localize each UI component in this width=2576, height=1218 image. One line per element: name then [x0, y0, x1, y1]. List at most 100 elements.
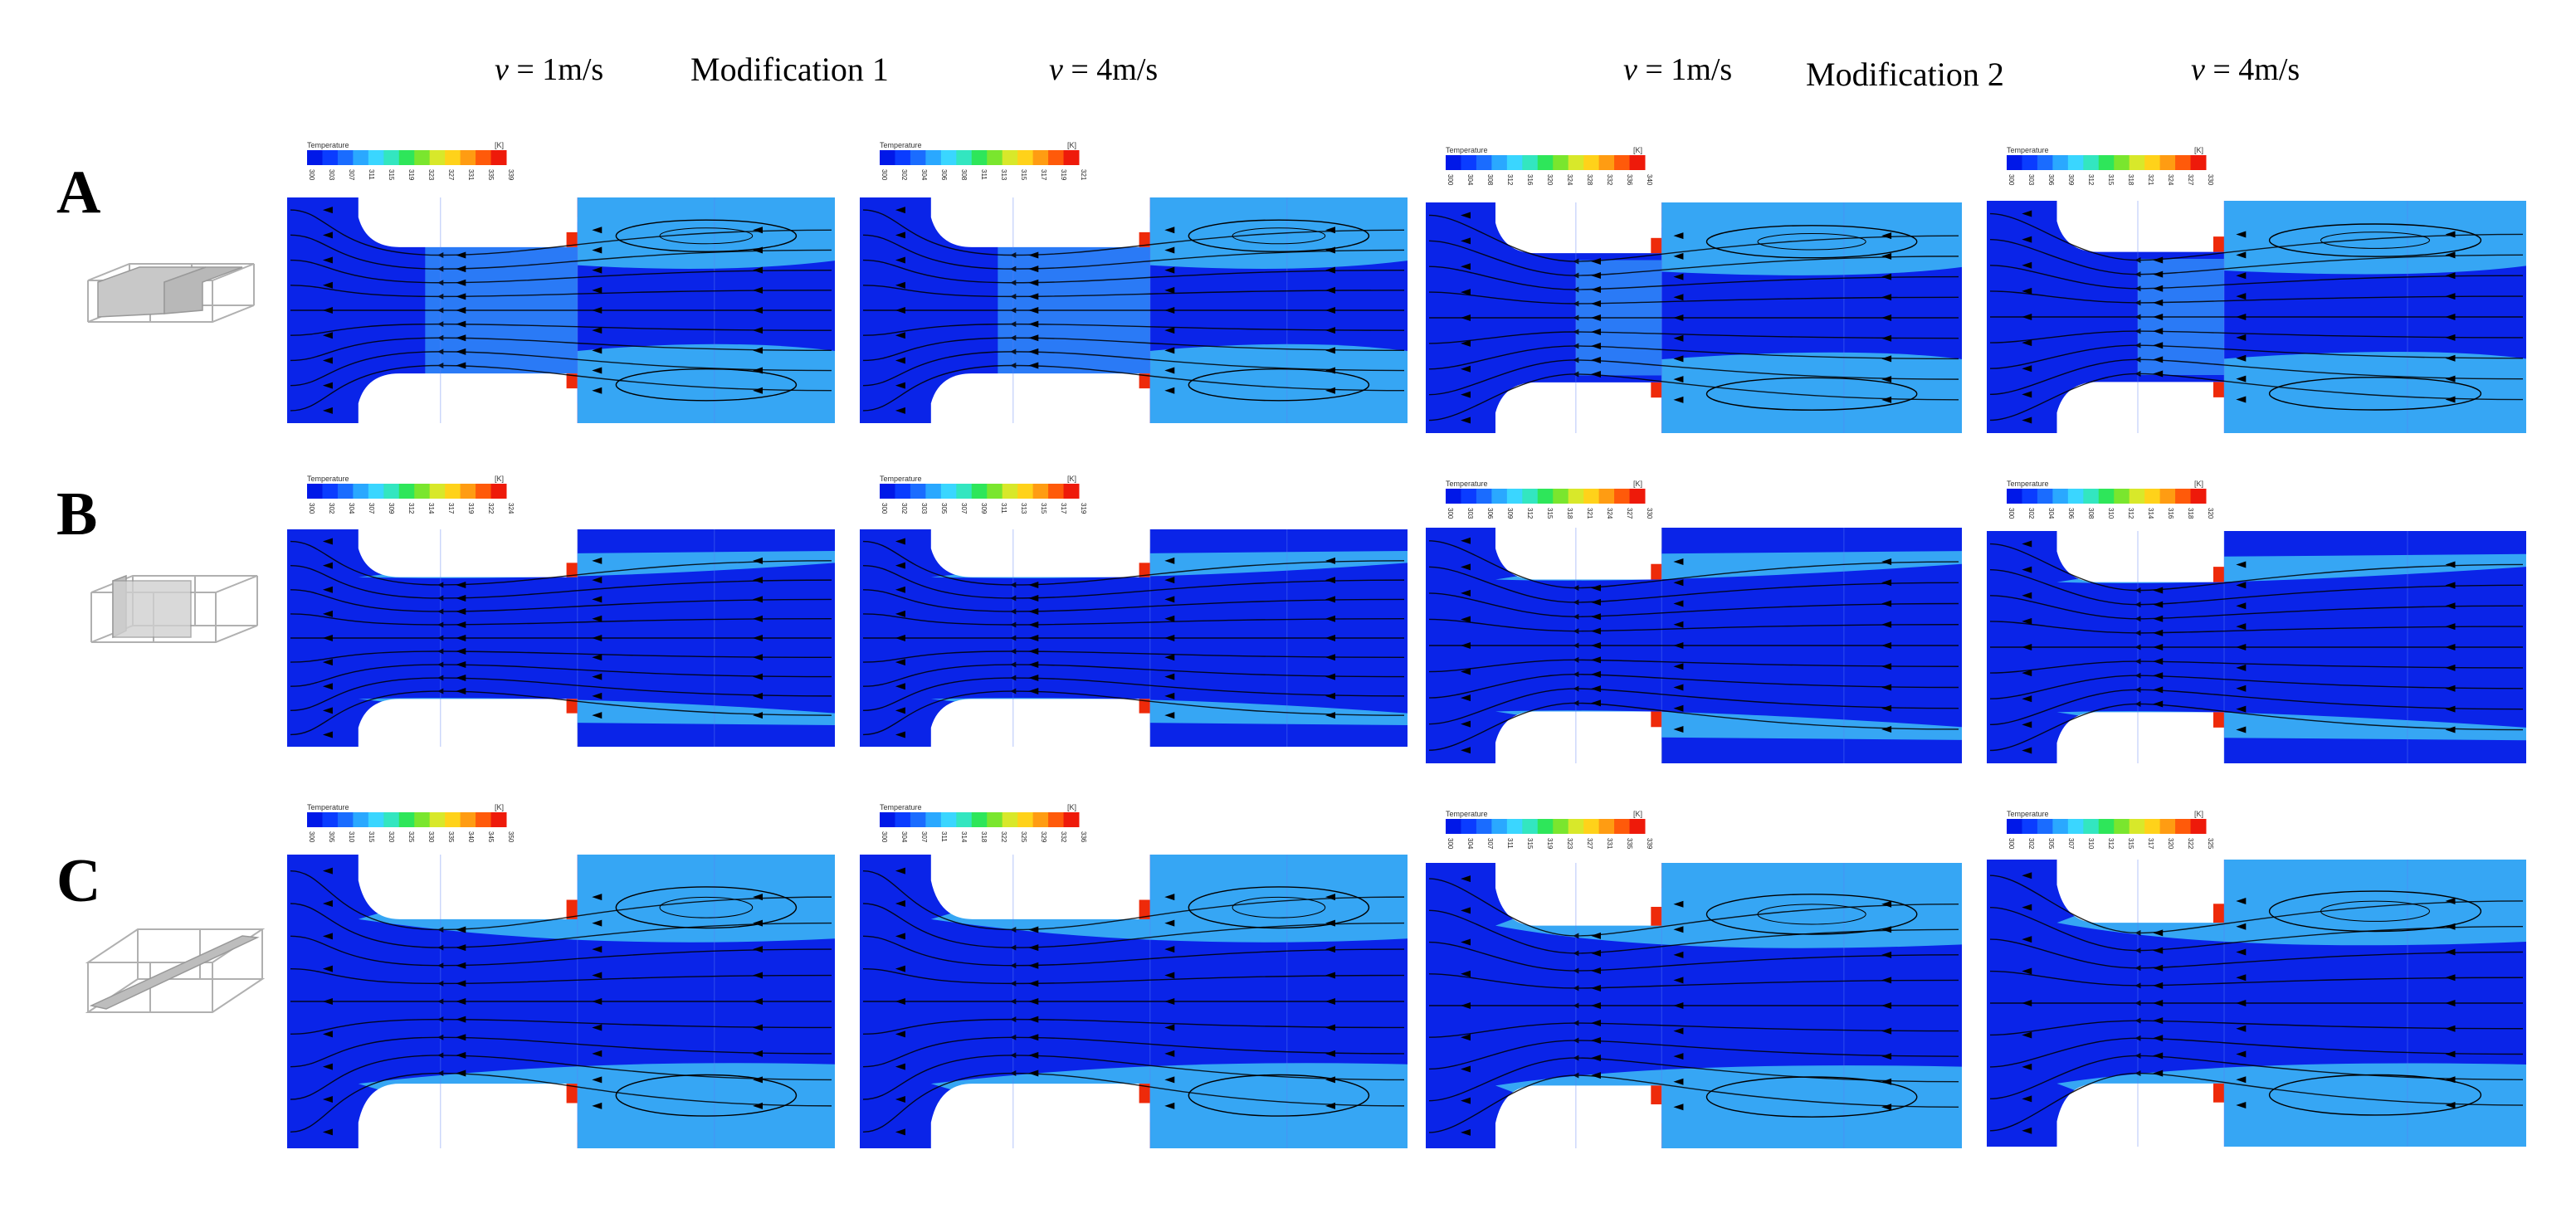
colorbar-tick-label: 303: [328, 169, 335, 181]
colorbar-segment: [956, 812, 973, 827]
streamline-arrow: [2236, 685, 2247, 692]
streamline: [862, 1016, 1405, 1035]
streamline-arrow: [1881, 252, 1892, 260]
colorbar-segment: [2190, 155, 2207, 170]
streamline-arrow: [2236, 334, 2247, 341]
streamline: [1989, 356, 2524, 396]
streamline-arrow: [2236, 272, 2247, 280]
colorbar-segment: [2144, 489, 2161, 504]
streamline-arrow: [1590, 342, 1601, 349]
streamline-arrow: [322, 1128, 333, 1136]
colorbar-tick-label: 340: [1646, 174, 1653, 186]
streamline-arrow: [322, 610, 333, 617]
colorbar-segment: [1583, 819, 1600, 834]
colorbar-tick-label: 308: [2087, 508, 2095, 519]
streamline: [290, 1034, 832, 1068]
streamline-arrow: [2236, 396, 2247, 403]
streamline-arrow: [322, 731, 333, 738]
streamline-arrow: [592, 1024, 603, 1031]
streamline: [1989, 1017, 2524, 1036]
colorbar-segment: [2175, 489, 2192, 504]
streamline-arrow: [895, 659, 905, 666]
colorbar-segment: [1491, 819, 1508, 834]
streamline-arrow: [2153, 342, 2164, 349]
colorbar-tick-label: 300: [881, 169, 888, 181]
colorbar-segment: [1476, 155, 1492, 170]
colorbar-tick-label: 305: [2047, 838, 2055, 850]
colorbar-segment: [987, 150, 1003, 165]
colorbar-segment: [429, 150, 446, 165]
colorbar-segment: [1032, 150, 1049, 165]
streamline-arrow: [1164, 246, 1175, 254]
colorbar-tick-label: 312: [2087, 174, 2095, 186]
streamline-arrow: [1460, 668, 1471, 675]
streamline-arrow: [2445, 705, 2456, 713]
streamline: [1428, 357, 1959, 396]
temperature-colorbar-a3: Temperature [K] 300 304 308 312 316 320 324 328 33…: [1446, 146, 1653, 186]
colorbar-tick-label: 317: [2147, 838, 2154, 850]
colorbar-tick-label: 322: [2187, 838, 2194, 850]
streamline-arrow: [753, 1102, 763, 1109]
streamline-arrow: [1590, 258, 1601, 266]
streamline-arrow: [1028, 635, 1039, 641]
streamline-arrow: [456, 348, 466, 355]
streamline-arrow: [1460, 907, 1471, 914]
colorbar-tick-label: 308: [960, 169, 968, 181]
streamline-arrow: [1590, 670, 1601, 678]
colorbar-segment: [2037, 819, 2053, 834]
streamline: [290, 648, 832, 663]
streamline-arrow: [753, 577, 763, 584]
streamline-arrow: [1460, 237, 1471, 245]
colorbar-tick-label: 307: [1486, 838, 1494, 850]
streamline: [862, 935, 1405, 969]
streamline-arrow: [895, 635, 905, 641]
colorbar-segment: [1032, 812, 1049, 827]
streamline-arrow: [1590, 1020, 1601, 1027]
streamline-arrow: [456, 1034, 466, 1041]
streamline: [1428, 618, 1959, 635]
streamline-arrow: [1590, 699, 1601, 707]
streamline-arrow: [753, 596, 763, 603]
streamline-arrow: [1460, 391, 1471, 398]
streamline-arrow: [2445, 251, 2456, 259]
colorbar-segment: [1506, 819, 1523, 834]
colorbar-segment: [368, 484, 384, 499]
colorbar-tick-label: 318: [980, 831, 988, 843]
streamline: [862, 1070, 1405, 1133]
streamline-arrow: [456, 1051, 466, 1059]
streamline-arrow: [1590, 314, 1601, 321]
streamline-arrow: [1164, 692, 1175, 699]
streamline-arrow: [456, 362, 466, 369]
colorbar-tick-label: 320: [388, 831, 395, 843]
streamline-arrow: [2236, 251, 2247, 259]
streamline-arrow: [1673, 600, 1684, 607]
colorbar-segment: [414, 812, 431, 827]
colorbar-tick-label: 320: [2167, 838, 2174, 850]
streamline-arrow: [456, 581, 466, 588]
colorbar-tick-label: 302: [2027, 838, 2035, 850]
colorbar-segment: [1063, 484, 1080, 499]
colorbar-segment: [1002, 812, 1018, 827]
streamline-arrow: [1028, 980, 1039, 987]
colorbar-segment: [460, 484, 476, 499]
streamline-arrow: [1881, 1027, 1892, 1035]
colorbar-segment: [2114, 155, 2130, 170]
streamline: [290, 675, 832, 712]
streamline: [1428, 1037, 1959, 1070]
colorbar-segment: [337, 484, 354, 499]
colorbar-segment: [307, 812, 323, 827]
streamline-arrow: [592, 1076, 603, 1084]
streamline-arrow: [1164, 596, 1175, 603]
streamline-arrow: [2236, 231, 2247, 238]
streamline: [1989, 621, 2524, 636]
streamline-arrow: [1325, 596, 1335, 603]
colorbar-tick-label: 318: [2127, 174, 2134, 186]
streamline-arrow: [753, 1076, 763, 1084]
streamline-arrow: [1460, 970, 1471, 977]
streamline: [1989, 658, 2524, 674]
colorbar-segment: [1568, 489, 1584, 504]
colorbar-tick-label: 330: [2207, 174, 2214, 186]
colorbar-tick-label: 317: [1040, 169, 1047, 181]
temperature-colorbar-a1: Temperature [K] 300 303 307 311 315 319 323 327 33…: [307, 141, 515, 181]
colorbar-segment: [1048, 150, 1065, 165]
